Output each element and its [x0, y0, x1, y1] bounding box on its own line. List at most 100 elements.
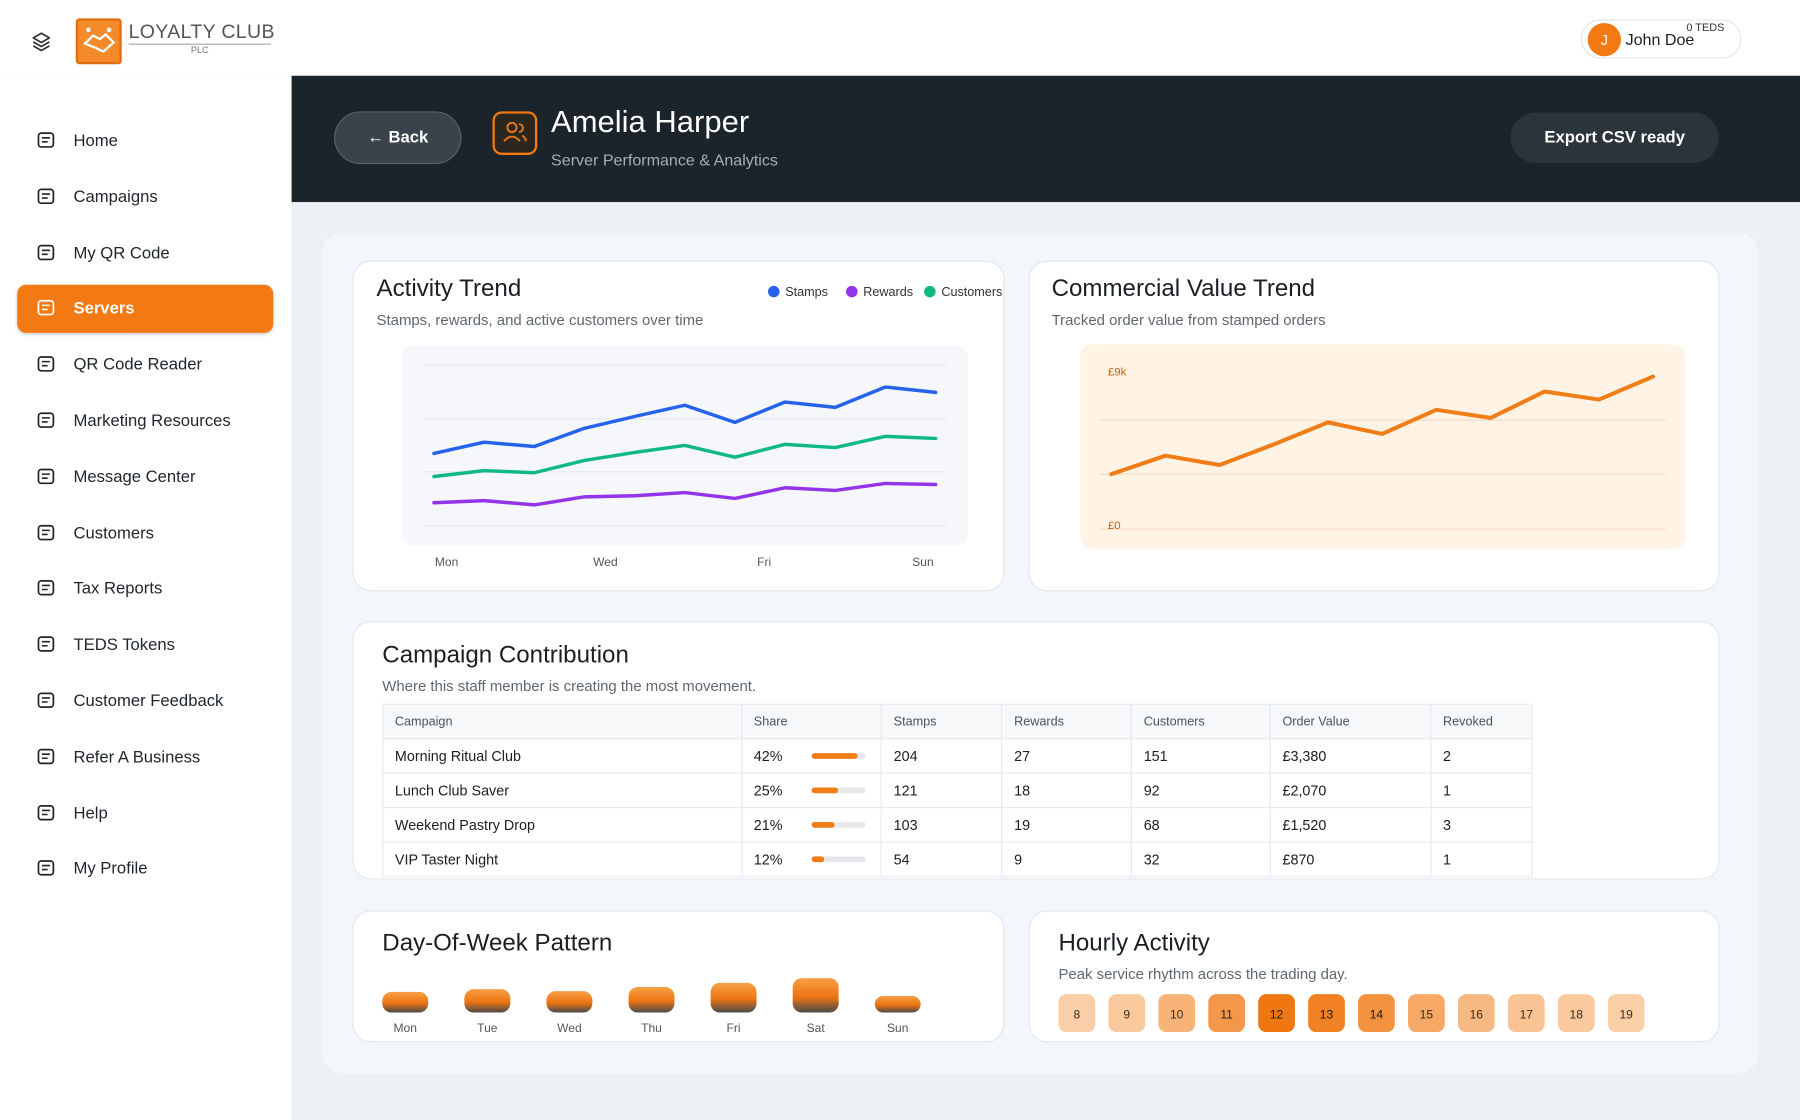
hour-cell [1308, 994, 1345, 1033]
nav-item[interactable]: Message Center [17, 453, 273, 501]
nav-item[interactable]: Customer Feedback [17, 677, 273, 725]
hour-cell [1258, 994, 1295, 1033]
hour-label: 14 [1370, 1007, 1384, 1021]
hour-cell [1557, 994, 1595, 1033]
column-header: Order Value [1269, 703, 1432, 740]
cell: VIP Taster Night [382, 841, 743, 878]
brand-sub: PLC [128, 43, 271, 57]
card-title: Activity Trend [376, 275, 522, 302]
cell: 92 [1131, 772, 1271, 809]
cell: £2,070 [1269, 772, 1432, 809]
hour-label: 17 [1520, 1007, 1534, 1021]
share-track [811, 787, 866, 794]
hour-label: 15 [1420, 1007, 1434, 1021]
legend-dot [846, 285, 858, 298]
nav-icon [37, 132, 55, 148]
table-header: Campaign Share Stamps Rewards Customers Order… [382, 703, 1533, 740]
table-row: VIP Taster Night 12% 54 9 32 £870 1 [382, 841, 1533, 878]
nav-item[interactable]: QR Code Reader [17, 341, 273, 389]
nav-icon [37, 300, 55, 316]
x-tick-label: Thu [641, 1021, 662, 1035]
user-pill[interactable]: J John Doe 0 TEDS [1580, 19, 1742, 59]
card-title: Hourly Activity [1058, 929, 1210, 957]
hour-label: 12 [1270, 1007, 1284, 1021]
series-line [432, 434, 938, 479]
campaign-table: Campaign Share Stamps Rewards Customers Order… [382, 703, 1533, 878]
nav-icon [37, 580, 55, 596]
x-tick-label: Wed [557, 1021, 582, 1035]
nav-item[interactable]: Home [17, 117, 273, 165]
legend-dot [924, 285, 936, 298]
column-header: Revoked [1430, 703, 1533, 740]
share-bar [811, 821, 835, 828]
hour-cell [1408, 994, 1445, 1033]
legend-label: Customers [941, 285, 1002, 299]
day-bar [464, 989, 511, 1013]
cell: £870 [1269, 841, 1432, 878]
nav-item[interactable]: Help [17, 789, 273, 837]
plot-bg [1080, 344, 1686, 549]
card-subtitle: Tracked order value from stamped orders [1051, 311, 1326, 329]
cell: 3 [1430, 807, 1533, 843]
card-title: Campaign Contribution [382, 641, 629, 669]
hour-label: 8 [1073, 1007, 1080, 1021]
hour-label: 19 [1619, 1007, 1633, 1021]
column-header: Stamps [881, 703, 1003, 740]
cell: Lunch Club Saver [382, 772, 743, 809]
nav-item[interactable]: Refer A Business [17, 733, 273, 781]
table-row: Lunch Club Saver 25% 121 18 92 £2,070 1 [382, 772, 1533, 809]
legend-label: Stamps [785, 285, 828, 299]
x-tick-label: Fri [757, 555, 771, 569]
share-track [811, 753, 866, 759]
server-name: Amelia Harper [551, 104, 750, 139]
nav-item[interactable]: My QR Code [17, 229, 273, 277]
nav-item[interactable]: My Profile [17, 845, 273, 893]
grid [422, 364, 1666, 530]
nav-item[interactable]: Marketing Resources [17, 397, 273, 445]
series-line [1109, 374, 1656, 477]
y-tick-label: £9k [1108, 366, 1127, 378]
card-subtitle: Peak service rhythm across the trading d… [1058, 965, 1348, 983]
nav-icon [37, 524, 55, 540]
hour-label: 13 [1320, 1007, 1334, 1021]
menu-icon[interactable] [31, 31, 52, 52]
hour-label: 9 [1123, 1007, 1130, 1021]
cell: 2 [1430, 738, 1533, 774]
cell: 103 [881, 807, 1003, 843]
share-cell: 25% [741, 772, 883, 809]
cell: 151 [1131, 738, 1271, 774]
nav-item[interactable]: Tax Reports [17, 565, 273, 613]
cell: 32 [1131, 841, 1271, 878]
nav-item[interactable]: Customers [17, 509, 273, 557]
cell: 204 [881, 738, 1003, 774]
user-name: John Doe [1625, 29, 1695, 49]
nav-item[interactable]: TEDS Tokens [17, 621, 273, 669]
x-tick-label: Mon [435, 555, 458, 569]
export-button[interactable]: Export CSV ready [1510, 112, 1719, 164]
day-bar [710, 982, 757, 1013]
cell: 121 [881, 772, 1003, 809]
table-row: Morning Ritual Club 42% 204 27 151 £3,380 2 [382, 738, 1533, 774]
column-header: Customers [1131, 703, 1271, 740]
day-bar [874, 996, 921, 1013]
hour-label: 16 [1470, 1007, 1484, 1021]
nav-icon [37, 244, 55, 260]
nav-item[interactable]: Servers [17, 285, 274, 334]
hour-cell [1208, 994, 1246, 1033]
cell: 9 [1001, 841, 1133, 878]
share-track [811, 821, 866, 828]
share-label: 42% [753, 747, 783, 764]
user-balance: 0 TEDS [1686, 21, 1725, 35]
nav-icon [37, 468, 55, 484]
y-tick-label: £0 [1108, 520, 1121, 532]
cell: £1,520 [1269, 807, 1432, 843]
back-button[interactable]: ← Back [334, 111, 462, 165]
cell: 1 [1430, 772, 1533, 809]
cell: 54 [881, 841, 1003, 878]
share-bar [811, 787, 839, 794]
nav-item[interactable]: Campaigns [17, 173, 273, 221]
x-tick-label: Wed [593, 555, 618, 569]
cell: 19 [1001, 807, 1133, 843]
day-bar [792, 978, 839, 1013]
share-cell: 42% [741, 738, 883, 774]
